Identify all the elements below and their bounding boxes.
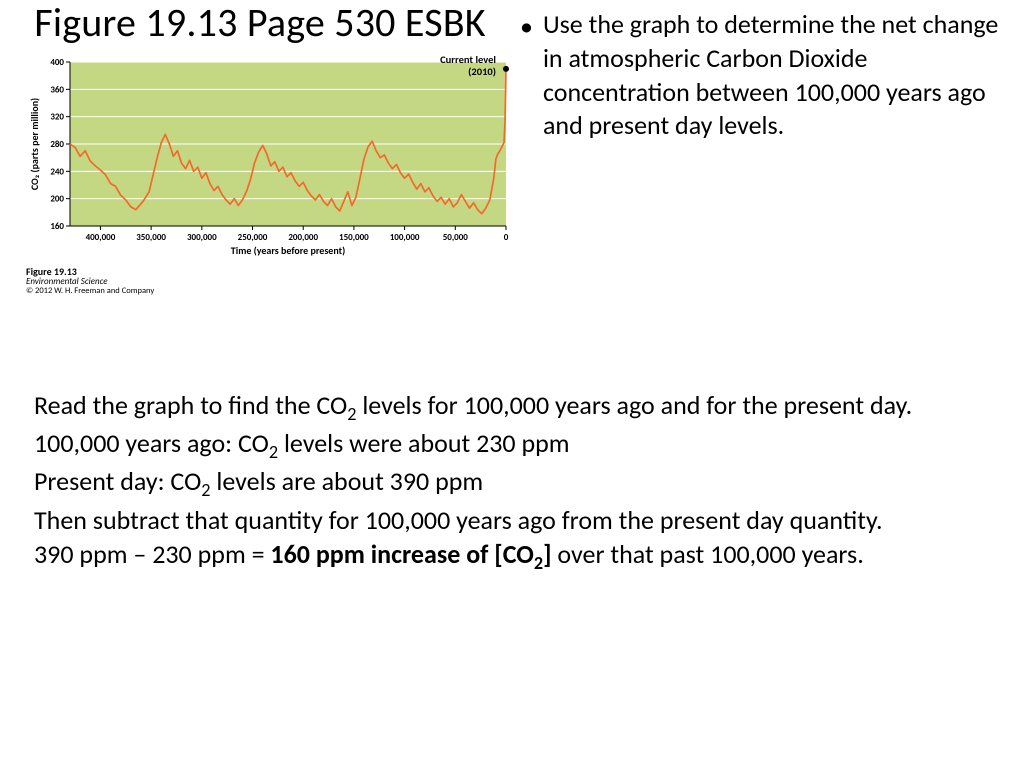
svg-text:50,000: 50,000	[443, 232, 469, 243]
svg-text:280: 280	[50, 139, 64, 150]
svg-text:240: 240	[50, 166, 64, 177]
svg-text:400: 400	[50, 57, 64, 68]
svg-text:Time (years before present): Time (years before present)	[231, 244, 345, 257]
svg-text:200,000: 200,000	[288, 232, 318, 243]
instruction-bullet: • Use the graph to determine the net cha…	[520, 8, 1004, 143]
svg-text:350,000: 350,000	[136, 232, 166, 243]
caption-copyright: © 2012 W. H. Freeman and Company	[26, 287, 512, 296]
solution-text: Read the graph to find the CO2 levels fo…	[34, 388, 994, 575]
svg-text:320: 320	[50, 112, 64, 123]
svg-text:0: 0	[504, 232, 509, 243]
svg-text:250,000: 250,000	[238, 232, 268, 243]
svg-text:CO₂ (parts per million): CO₂ (parts per million)	[28, 98, 41, 190]
figure-caption: Figure 19.13 Environmental Science © 201…	[26, 266, 512, 296]
svg-text:(2010): (2010)	[468, 65, 496, 78]
slide-title: Figure 19.13 Page 530 ESBK	[8, 0, 512, 46]
svg-text:150,000: 150,000	[339, 232, 369, 243]
svg-text:360: 360	[50, 84, 64, 95]
svg-text:100,000: 100,000	[390, 232, 420, 243]
svg-text:200: 200	[50, 194, 64, 205]
bullet-icon: •	[520, 8, 533, 143]
co2-chart: 160 200 240 280 320 360 400 400,000 350,000 300,0…	[26, 54, 512, 264]
svg-text:400,000: 400,000	[86, 232, 116, 243]
instruction-text: Use the graph to determine the net chang…	[543, 8, 1004, 143]
svg-text:300,000: 300,000	[187, 232, 217, 243]
svg-text:160: 160	[50, 221, 64, 232]
